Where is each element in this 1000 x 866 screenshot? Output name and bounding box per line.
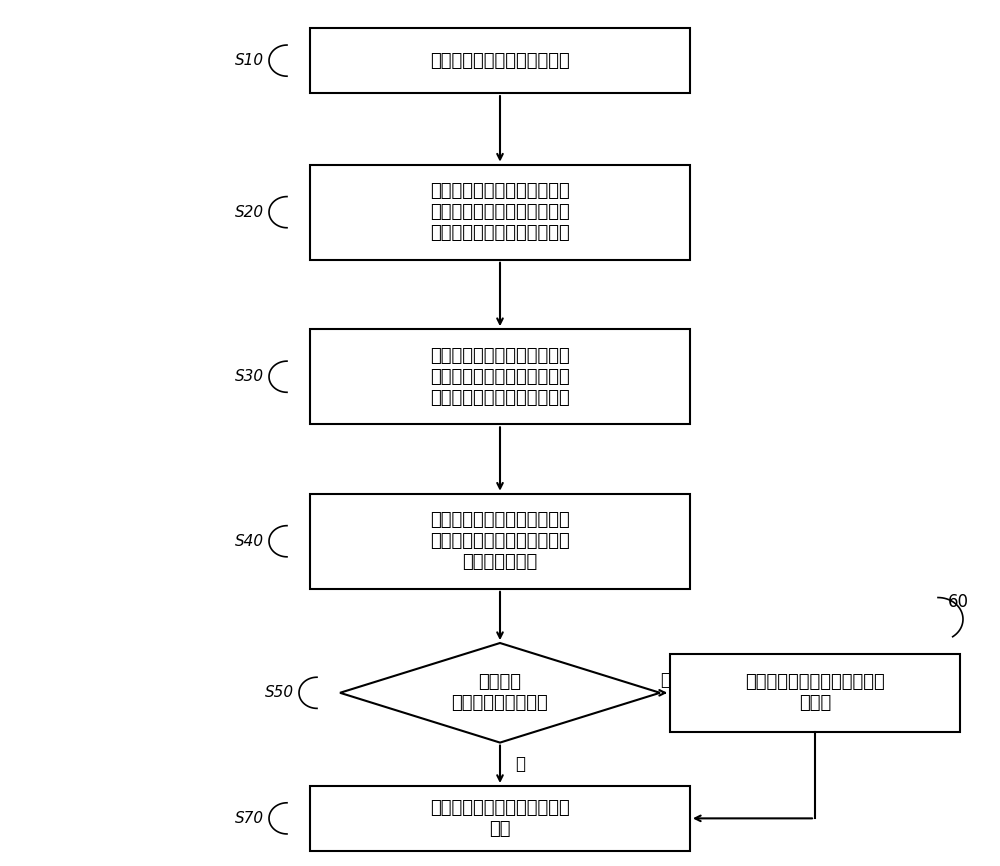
Text: S10: S10 [235, 53, 264, 68]
Text: S30: S30 [235, 369, 264, 385]
Text: 否: 否 [660, 671, 670, 688]
Text: 是: 是 [515, 755, 525, 773]
Text: S20: S20 [235, 204, 264, 220]
Text: S40: S40 [235, 533, 264, 549]
FancyBboxPatch shape [310, 786, 690, 850]
Text: S70: S70 [235, 811, 264, 826]
Polygon shape [340, 643, 660, 742]
Text: 60: 60 [948, 593, 968, 611]
FancyBboxPatch shape [310, 329, 690, 424]
Text: 横向移动机器人，直到距离相
等为止: 横向移动机器人，直到距离相 等为止 [745, 674, 885, 712]
Text: 机器人前进直到与充电站完成
充电: 机器人前进直到与充电站完成 充电 [430, 799, 570, 837]
Text: 使第一红外接收器与第二红外
接收器同时接收到所述对接红
外发射管发出的对接红外信号: 使第一红外接收器与第二红外 接收器同时接收到所述对接红 外发射管发出的对接红外信… [430, 347, 570, 406]
Text: 机器人利用第一超声波对管和
第二超声波对管测量到充电站
的最小距离位置: 机器人利用第一超声波对管和 第二超声波对管测量到充电站 的最小距离位置 [430, 512, 570, 571]
FancyBboxPatch shape [310, 165, 690, 260]
Text: 调整机器人方向，直到第一红
外接收器与第二红外接收器同
时接收到红外发射信号后前行: 调整机器人方向，直到第一红 外接收器与第二红外接收器同 时接收到红外发射信号后前… [430, 183, 570, 242]
FancyBboxPatch shape [310, 28, 690, 93]
Text: S50: S50 [265, 685, 294, 701]
Text: 两个波管
测量的距离是否相同: 两个波管 测量的距离是否相同 [452, 674, 548, 712]
FancyBboxPatch shape [670, 654, 960, 732]
Text: 引导机器人进入红外发射区域: 引导机器人进入红外发射区域 [430, 52, 570, 69]
FancyBboxPatch shape [310, 494, 690, 589]
